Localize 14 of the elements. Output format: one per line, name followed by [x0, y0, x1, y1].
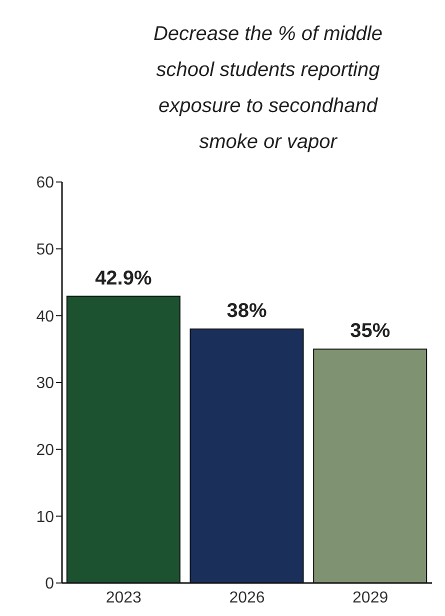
- data-label: 38%: [226, 300, 267, 322]
- y-tick-label: 10: [36, 508, 54, 526]
- chart-title: Decrease the % of middle school students reporting exposure to secondhand smoke or vapor: [152, 22, 384, 155]
- y-tick-label: 60: [36, 174, 54, 192]
- x-tick-label: 2023: [106, 589, 142, 606]
- y-tick-label: 30: [36, 375, 54, 392]
- y-tick-label: 0: [45, 576, 54, 593]
- x-tick-label: 2029: [352, 589, 388, 606]
- x-tick-label: 2026: [229, 589, 265, 606]
- y-tick-label: 50: [36, 242, 54, 259]
- data-label: 35%: [350, 320, 390, 342]
- data-label: 42.9%: [95, 267, 152, 290]
- y-tick-label: 40: [36, 308, 54, 326]
- y-tick-label: 20: [36, 442, 54, 460]
